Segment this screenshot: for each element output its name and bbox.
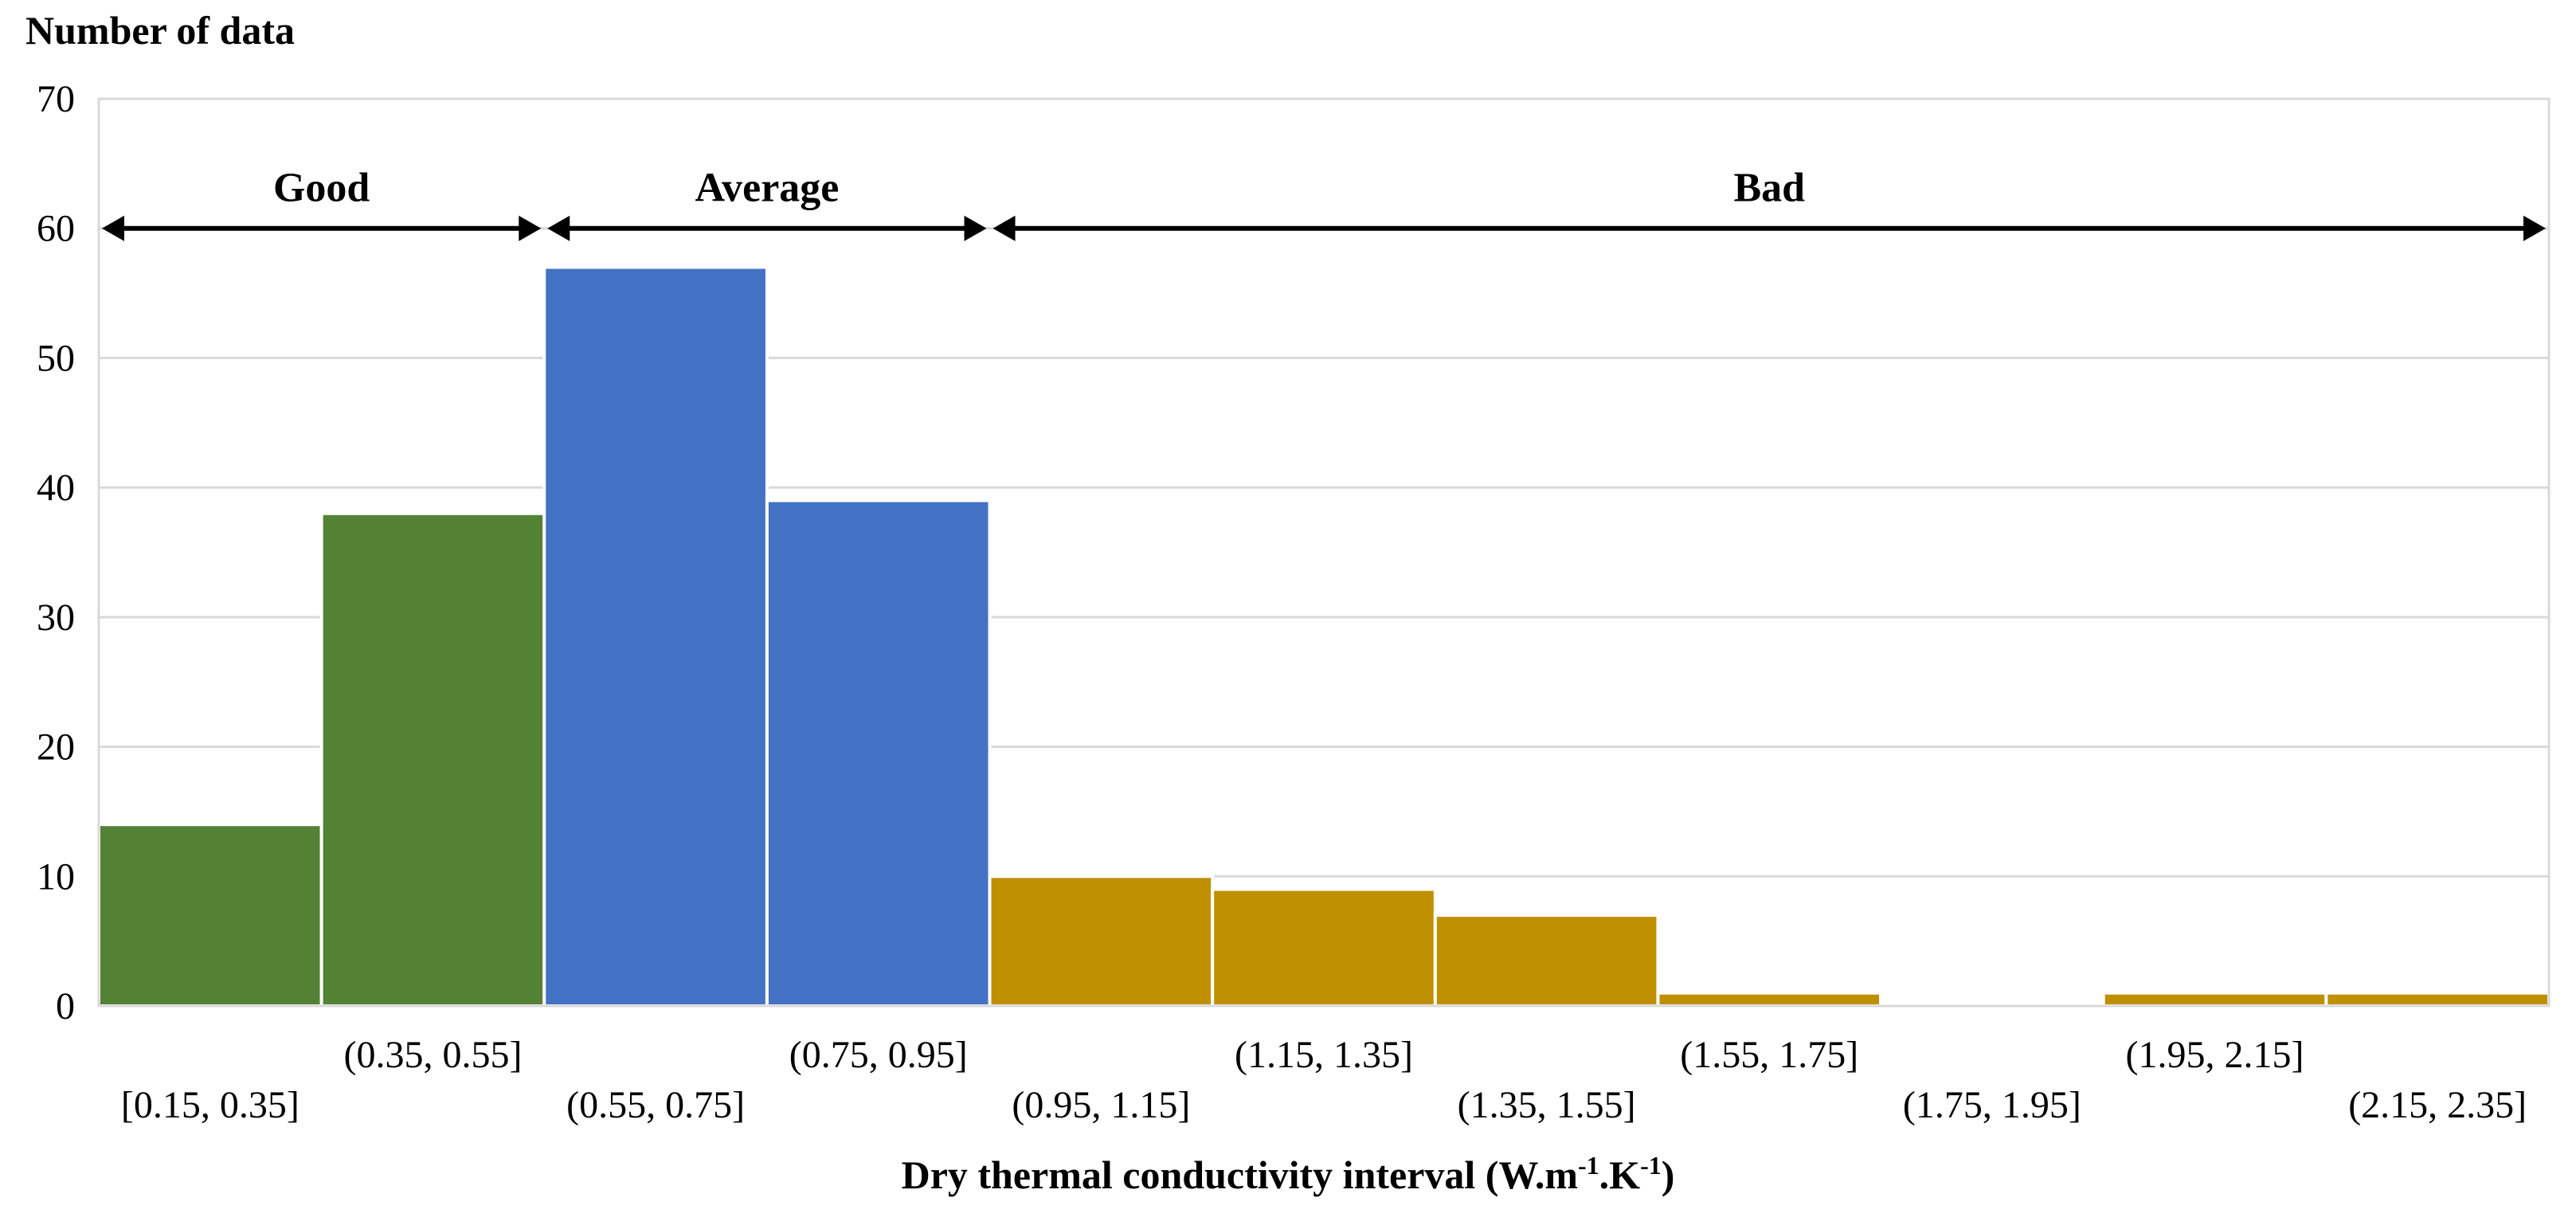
annotation-bad: Bad [992,166,2546,241]
annotation-arrowhead-left [102,215,124,241]
y-tick-label-40: 40 [37,467,75,509]
x-tick-label-4: (0.95, 1.15] [1012,1084,1190,1126]
x-tick-labels: [0.15, 0.35] (0.35, 0.55] (0.55, 0.75] (0.7… [121,1034,2527,1126]
bar-3 [765,499,992,1008]
x-tick-label-6: (1.35, 1.55] [1458,1084,1636,1126]
x-tick-label-10: (2.15, 2.35] [2348,1084,2527,1126]
annotation-label-good: Good [273,166,370,211]
bar-1 [319,511,546,1008]
annotation-label-average: Average [695,166,839,211]
y-tick-label-30: 30 [37,597,75,639]
annotation-arrowhead-right [2523,215,2546,241]
x-tick-label-7: (1.55, 1.75] [1680,1034,1858,1076]
y-axis-title: Number of data [25,8,295,53]
x-tick-label-0: [0.15, 0.35] [121,1084,299,1126]
x-tick-label-2: (0.55, 0.75] [566,1084,745,1126]
y-tick-label-60: 60 [37,208,75,250]
annotation-arrowhead-right [519,215,542,241]
bar-6 [1433,914,1660,1008]
y-tick-label-70: 70 [37,78,75,120]
annotation-good: Good [102,166,542,241]
bar-4 [988,875,1215,1008]
bar-0 [97,823,323,1008]
x-tick-label-9: (1.95, 2.15] [2126,1034,2304,1076]
x-tick-label-5: (1.15, 1.35] [1235,1034,1413,1076]
bar-5 [1211,887,1437,1008]
annotation-arrowhead-right [964,215,987,241]
y-tick-label-10: 10 [37,855,75,898]
y-tick-label-20: 20 [37,726,75,769]
x-axis-title: Dry thermal conductivity interval (W.m-1… [902,1151,1675,1197]
x-tick-label-1: (0.35, 0.55] [343,1034,522,1076]
x-tick-label-8: (1.75, 1.95] [1903,1084,2081,1126]
annotation-arrowhead-left [547,215,570,241]
axes [97,97,2551,1008]
y-tick-labels: 0 10 20 30 40 50 60 70 [37,78,75,1027]
annotation-arrowhead-left [992,215,1016,241]
annotation-label-bad: Bad [1733,166,1805,211]
annotation-average: Average [547,166,987,241]
x-tick-label-3: (0.75, 0.95] [789,1034,968,1076]
bar-9 [2101,991,2328,1008]
y-tick-label-50: 50 [37,337,75,379]
bar-2 [542,265,769,1008]
bar-7 [1656,991,1883,1008]
bar-10 [2324,991,2551,1008]
class-annotations: Good Average Bad [102,166,2546,241]
bars [97,265,2551,1008]
y-tick-label-0: 0 [56,985,75,1027]
